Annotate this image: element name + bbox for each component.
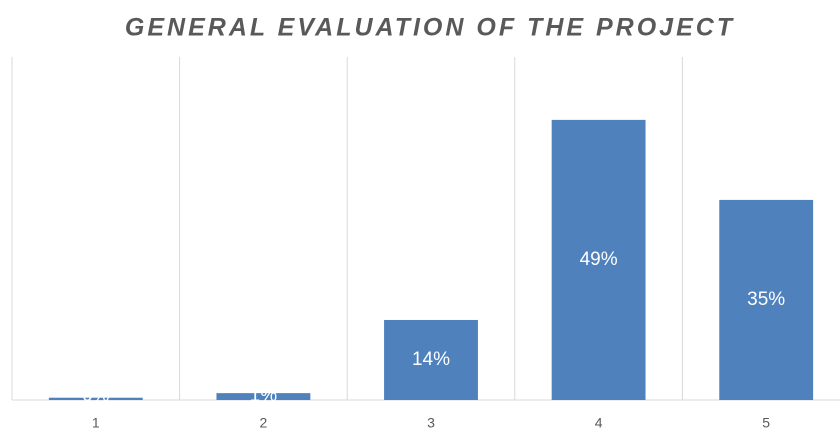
x-tick-label: 3 bbox=[427, 415, 435, 431]
data-label: 14% bbox=[412, 349, 450, 370]
x-tick-label: 4 bbox=[595, 415, 603, 431]
data-label: 35% bbox=[747, 289, 785, 310]
data-label: 0% bbox=[82, 385, 110, 406]
chart-title: GENERAL EVALUATION OF THE PROJECT bbox=[125, 14, 735, 42]
bar bbox=[551, 119, 646, 400]
bar bbox=[216, 393, 311, 400]
data-label: 49% bbox=[580, 249, 618, 270]
x-tick-label: 1 bbox=[92, 415, 100, 431]
data-label: 1% bbox=[250, 385, 278, 406]
bar bbox=[384, 319, 478, 400]
bar bbox=[48, 397, 143, 400]
x-tick-label: 2 bbox=[260, 415, 268, 431]
x-tick-label: 5 bbox=[762, 415, 770, 431]
bar bbox=[719, 199, 814, 400]
